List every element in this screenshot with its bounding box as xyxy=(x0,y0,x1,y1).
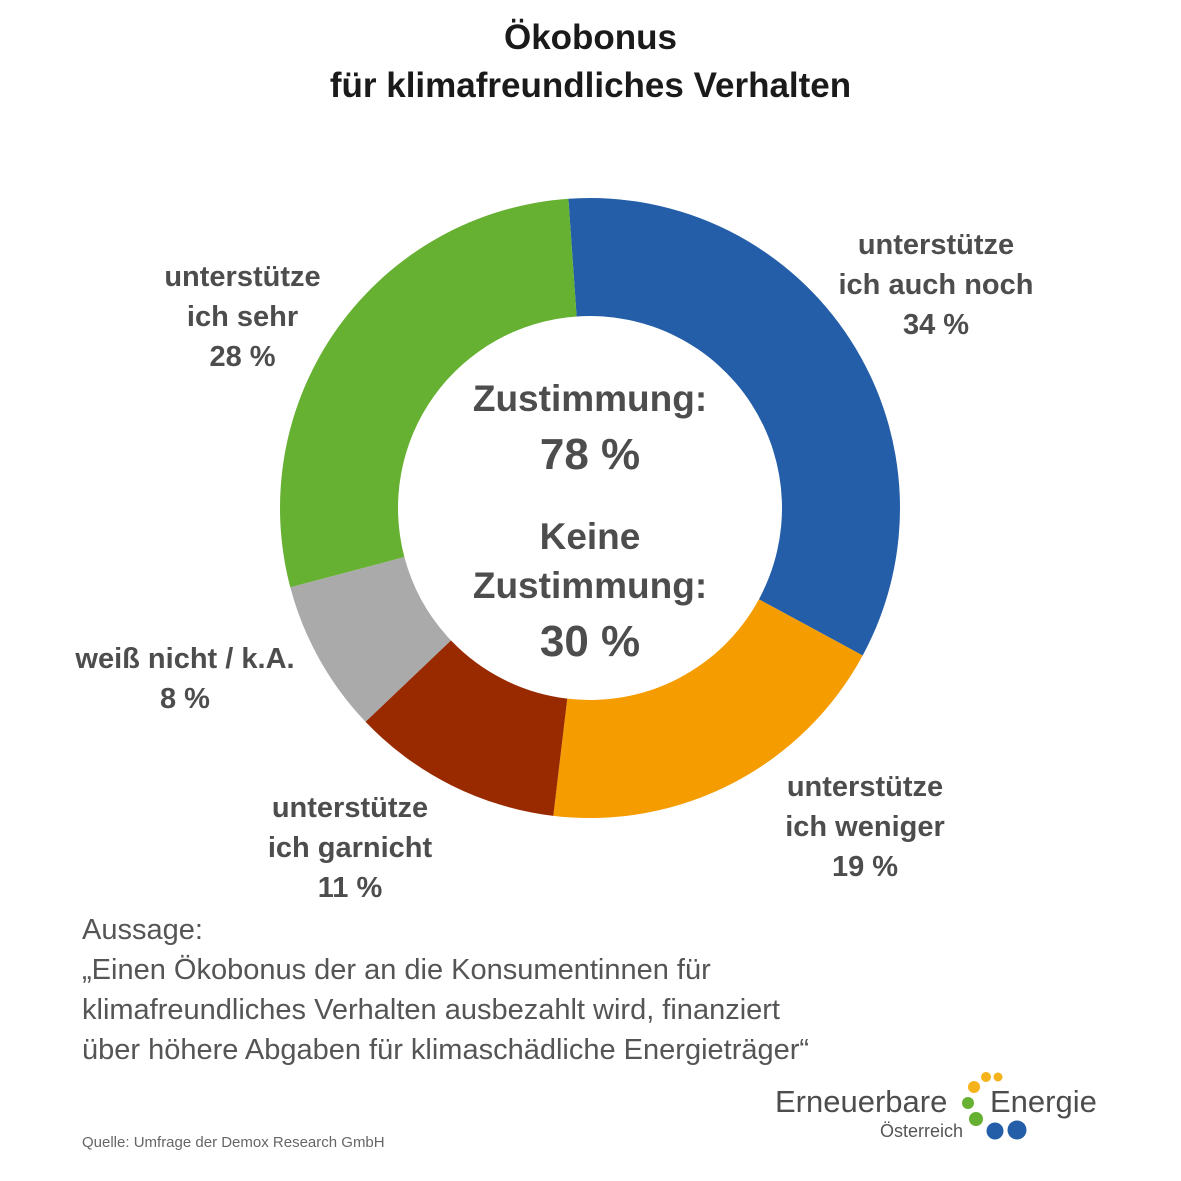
slice-label-weniger: unterstütze ich weniger 19 % xyxy=(785,771,945,883)
logo-word-3: Österreich xyxy=(880,1121,964,1141)
logo-word-2: Energie xyxy=(990,1084,1097,1119)
statement-line: Aussage: xyxy=(82,914,203,946)
approval-value: 78 % xyxy=(539,430,641,479)
disapproval-label-1: Keine xyxy=(539,516,641,557)
source-note: Quelle: Umfrage der Demox Research GmbH xyxy=(82,1134,385,1151)
donut-slice-3 xyxy=(290,557,451,722)
statement-line: über höhere Abgaben für klimaschädliche … xyxy=(82,1034,810,1066)
logo-word-1: Erneuerbare xyxy=(775,1084,948,1119)
donut-slice-0 xyxy=(568,198,900,656)
statement-line: klimafreundliches Verhalten ausbezahlt w… xyxy=(82,994,780,1026)
slice-label-weiss-nicht: weiß nicht / k.A. 8 % xyxy=(75,643,295,715)
statement: Aussage: „Einen Ökobonus der an die Kons… xyxy=(82,910,809,1070)
chart-subtitle: für klimafreundliches Verhalten xyxy=(329,66,852,105)
chart-title: Ökobonus xyxy=(503,18,678,57)
disapproval-label-2: Zustimmung: xyxy=(472,565,708,606)
approval-label: Zustimmung: xyxy=(472,378,708,419)
donut-slice-1 xyxy=(553,599,863,818)
slice-label-sehr: unterstütze ich sehr 28 % xyxy=(164,261,321,373)
slice-label-garnicht: unterstütze ich garnicht 11 % xyxy=(267,792,433,904)
statement-line: „Einen Ökobonus der an die Konsumentinne… xyxy=(82,954,711,986)
disapproval-value: 30 % xyxy=(539,617,641,666)
donut-slice-4 xyxy=(280,198,577,588)
donut-slice-2 xyxy=(365,640,568,816)
slice-label-auch-noch: unterstütze ich auch noch 34 % xyxy=(838,229,1034,341)
